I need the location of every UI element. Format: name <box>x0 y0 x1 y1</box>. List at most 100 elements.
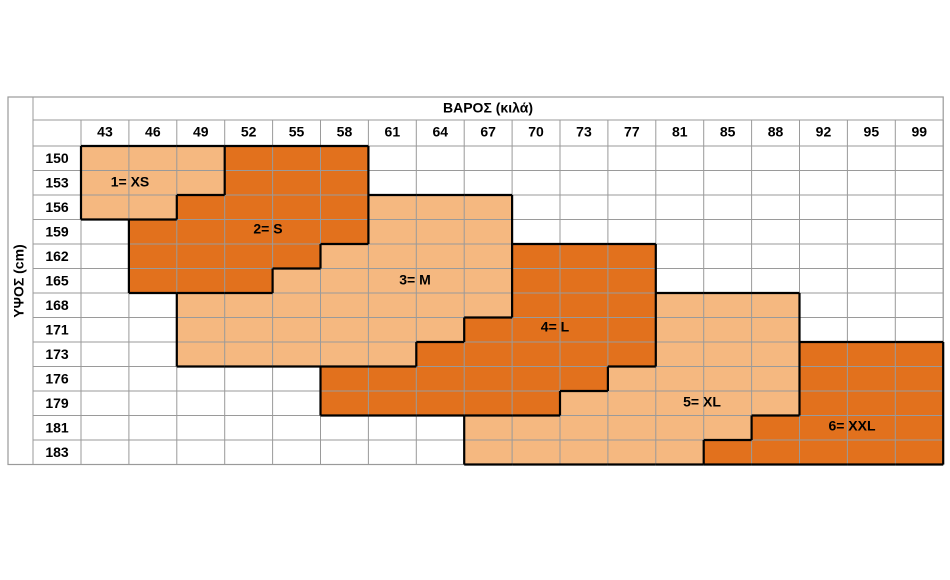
size-cell <box>320 244 369 269</box>
size-cell <box>224 195 273 220</box>
size-cell <box>607 293 656 318</box>
size-cell <box>464 317 513 342</box>
size-cell <box>81 415 129 440</box>
size-cell <box>703 440 752 465</box>
size-cell <box>703 391 752 416</box>
size-cell <box>368 366 417 391</box>
size-cell <box>416 366 465 391</box>
size-cell <box>81 268 129 293</box>
size-cell <box>895 244 944 269</box>
weight-header: 95 <box>864 124 880 140</box>
size-cell <box>128 342 177 367</box>
size-cell <box>320 391 369 416</box>
height-header: 162 <box>45 248 69 264</box>
size-cell <box>224 146 273 171</box>
size-cell <box>81 146 129 171</box>
size-cell <box>224 268 273 293</box>
size-cell <box>751 244 800 269</box>
size-cell <box>272 195 321 220</box>
size-cell <box>368 342 417 367</box>
height-header: 165 <box>45 272 69 288</box>
size-cell <box>655 244 704 269</box>
size-cell <box>655 268 704 293</box>
size-cell <box>176 146 225 171</box>
size-cell <box>751 146 800 171</box>
size-cell <box>703 317 752 342</box>
size-cell <box>847 366 896 391</box>
size-cell <box>368 391 417 416</box>
size-cell <box>512 317 560 342</box>
size-cell <box>224 293 273 318</box>
size-cell <box>416 219 465 244</box>
size-cell <box>416 268 465 293</box>
size-cell <box>176 317 225 342</box>
weight-title: ΒΑΡΟΣ (κιλά) <box>443 100 533 116</box>
size-cell <box>320 415 369 440</box>
size-cell <box>751 219 800 244</box>
size-cell <box>655 415 704 440</box>
size-cell <box>560 366 608 391</box>
size-cell <box>703 244 752 269</box>
size-cell <box>895 170 944 195</box>
size-cell <box>512 244 560 269</box>
size-cell <box>81 317 129 342</box>
size-cell <box>128 391 177 416</box>
size-cell <box>272 342 321 367</box>
size-cell <box>320 195 369 220</box>
size-cell <box>560 195 608 220</box>
size-cell <box>751 366 800 391</box>
size-cell <box>895 268 944 293</box>
weight-header: 52 <box>241 124 257 140</box>
size-cell <box>464 415 513 440</box>
size-cell <box>272 366 321 391</box>
size-cell <box>751 293 800 318</box>
weight-header: 77 <box>624 124 640 140</box>
size-cell <box>512 440 560 465</box>
size-cell <box>272 391 321 416</box>
size-cell <box>847 195 896 220</box>
size-cell <box>512 391 560 416</box>
size-cell <box>176 342 225 367</box>
size-cell <box>176 440 225 465</box>
size-cell <box>560 415 608 440</box>
height-header: 171 <box>45 321 69 337</box>
weight-header: 88 <box>768 124 784 140</box>
size-cell <box>799 146 848 171</box>
size-cell <box>368 244 417 269</box>
size-cell <box>751 195 800 220</box>
size-cell <box>607 219 656 244</box>
size-cell <box>416 391 465 416</box>
size-cell <box>272 219 321 244</box>
size-cell <box>847 293 896 318</box>
size-cell <box>607 244 656 269</box>
size-cell <box>464 391 513 416</box>
size-cell <box>81 391 129 416</box>
size-label: 5= XL <box>683 394 721 410</box>
size-cell <box>368 268 417 293</box>
size-cell <box>272 170 321 195</box>
size-cell <box>368 195 417 220</box>
size-cell <box>320 293 369 318</box>
size-cell <box>416 244 465 269</box>
size-cell <box>416 293 465 318</box>
size-cell <box>607 391 656 416</box>
size-cell <box>128 293 177 318</box>
size-cell <box>560 440 608 465</box>
size-cell <box>224 440 273 465</box>
size-cell <box>895 195 944 220</box>
size-cell <box>703 415 752 440</box>
height-header: 176 <box>45 370 69 386</box>
size-cell <box>368 146 417 171</box>
size-cell <box>416 342 465 367</box>
size-cell <box>224 391 273 416</box>
height-header: 156 <box>45 199 69 215</box>
size-cell <box>751 342 800 367</box>
size-cell <box>607 268 656 293</box>
size-cell <box>751 440 800 465</box>
size-cell <box>128 366 177 391</box>
size-cell <box>560 244 608 269</box>
size-cell <box>607 195 656 220</box>
size-cell <box>703 170 752 195</box>
size-cell <box>895 415 944 440</box>
